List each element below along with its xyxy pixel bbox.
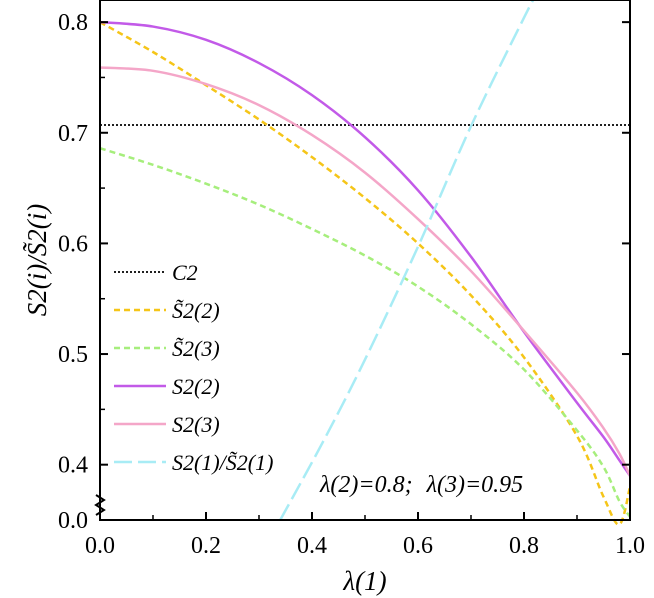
series-line-4 <box>99 20 632 477</box>
y-tick-label: 0.0 <box>58 508 88 534</box>
x-tick-label: 0.4 <box>297 533 327 559</box>
x-tick-label: 0.2 <box>191 533 221 559</box>
x-tick-label: 0.6 <box>403 533 433 559</box>
axis-break-mark <box>94 494 106 516</box>
series-line-6 <box>279 0 535 521</box>
y-tick-label: 0.8 <box>58 10 88 36</box>
legend-label-2: S̃2(2) <box>172 298 220 323</box>
legend-label-5: S2(3) <box>172 412 220 437</box>
y-axis-title: S2(i)/S̃2(i) <box>22 204 52 316</box>
svg-text:S2(i)/S̃2(i): S2(i)/S̃2(i) <box>22 204 52 316</box>
series-line-2 <box>99 21 632 526</box>
y-tick-label: 0.4 <box>58 453 88 479</box>
y-tick-label: 0.5 <box>58 342 88 368</box>
y-tick-label: 0.7 <box>58 121 88 147</box>
parameter-annotation: λ(2)=0.8; λ(3)=0.95 <box>319 472 523 498</box>
series-line-5 <box>99 66 632 477</box>
x-axis-title: λ(1) <box>342 566 386 596</box>
legend-label-3: S̃2(3) <box>172 336 220 361</box>
legend-label-1: C2 <box>172 260 198 285</box>
x-tick-label: 0.8 <box>509 533 539 559</box>
lambda3-annotation: λ(3)=0.95 <box>426 472 524 498</box>
y-tick-label: 0.6 <box>58 231 88 257</box>
series-line-3 <box>99 147 632 518</box>
legend-label-4: S2(2) <box>172 374 220 399</box>
x-tick-label: 0.0 <box>85 533 115 559</box>
x-tick-label: 1.0 <box>615 533 645 559</box>
lambda2-annotation: λ(2)=0.8; <box>319 472 413 498</box>
legend-label-6: S2(1)/S̃2(1) <box>172 450 273 475</box>
